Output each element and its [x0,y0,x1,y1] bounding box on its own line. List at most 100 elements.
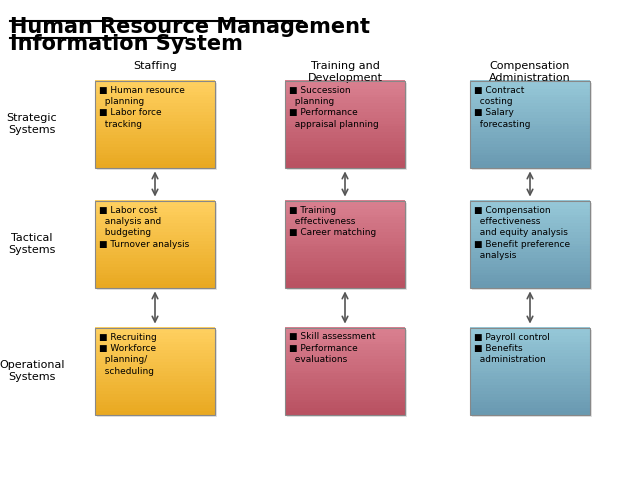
Bar [470,235,590,238]
Bar [285,209,405,212]
Bar [285,385,405,388]
Bar [285,379,405,383]
Bar [95,226,215,229]
Bar [470,339,590,342]
Bar [95,362,215,365]
Bar [287,82,407,170]
Bar [470,370,590,374]
Bar [95,97,215,101]
Text: Training and
Development: Training and Development [308,61,383,82]
Bar [470,80,590,168]
Bar [95,118,215,121]
Bar [95,273,215,276]
Bar [470,284,590,287]
Bar [285,226,405,229]
Bar [95,232,215,235]
Bar [95,359,215,362]
Bar [285,397,405,400]
Bar [470,328,590,414]
Bar [95,243,215,247]
Bar [470,80,590,83]
Bar [285,411,405,414]
Bar [95,391,215,394]
Bar [95,203,215,206]
Bar [95,100,215,103]
Bar [470,379,590,383]
Bar [97,82,217,170]
Bar [285,94,405,98]
Bar [285,344,405,348]
Bar [285,109,405,113]
Bar [285,336,405,339]
Bar [95,264,215,267]
Bar [470,164,590,168]
Bar [285,330,405,333]
Bar [285,161,405,165]
Bar [95,161,215,165]
Text: ■ Human resource
  planning
■ Labor force
  tracking: ■ Human resource planning ■ Labor force … [99,85,185,129]
Text: Information System: Information System [10,34,243,54]
Bar [470,229,590,232]
Bar [285,388,405,391]
Bar [95,240,215,244]
Bar [470,356,590,359]
Bar [285,238,405,241]
Bar [285,278,405,282]
Bar [95,374,215,377]
Bar [95,152,215,156]
Bar [472,82,592,170]
Bar [285,206,405,209]
Bar [95,115,215,118]
Bar [95,235,215,238]
Bar [285,370,405,374]
Bar [470,359,590,362]
Bar [470,243,590,247]
Bar [472,203,592,289]
Bar [285,217,405,221]
Bar [470,365,590,368]
Bar [285,264,405,267]
Bar [95,238,215,241]
Bar [470,249,590,253]
Bar [285,382,405,386]
Bar [285,243,405,247]
Bar [470,385,590,388]
Bar [285,333,405,336]
Bar [95,379,215,383]
Bar [95,124,215,127]
Bar [470,149,590,153]
Bar [95,121,215,124]
Bar [285,281,405,285]
Bar [470,152,590,156]
Text: Staffing: Staffing [133,61,177,71]
Bar [470,155,590,159]
Bar [470,397,590,400]
Bar [285,273,405,276]
Bar [95,336,215,339]
Bar [285,258,405,262]
Bar [470,347,590,351]
Bar [470,100,590,103]
Bar [470,405,590,409]
Bar [470,261,590,264]
Bar [470,138,590,141]
Bar [95,385,215,388]
Bar [95,106,215,110]
Bar [285,408,405,411]
Bar [470,327,590,331]
Bar [285,91,405,95]
Bar [285,374,405,377]
Bar [95,200,215,204]
Bar [287,203,407,289]
Bar [470,121,590,124]
Bar [470,353,590,356]
Bar [470,402,590,406]
Bar [285,86,405,89]
Bar [470,408,590,411]
Bar [285,365,405,368]
Bar [285,405,405,409]
Bar [95,258,215,262]
Bar [95,388,215,391]
Bar [285,356,405,359]
Bar [285,144,405,147]
